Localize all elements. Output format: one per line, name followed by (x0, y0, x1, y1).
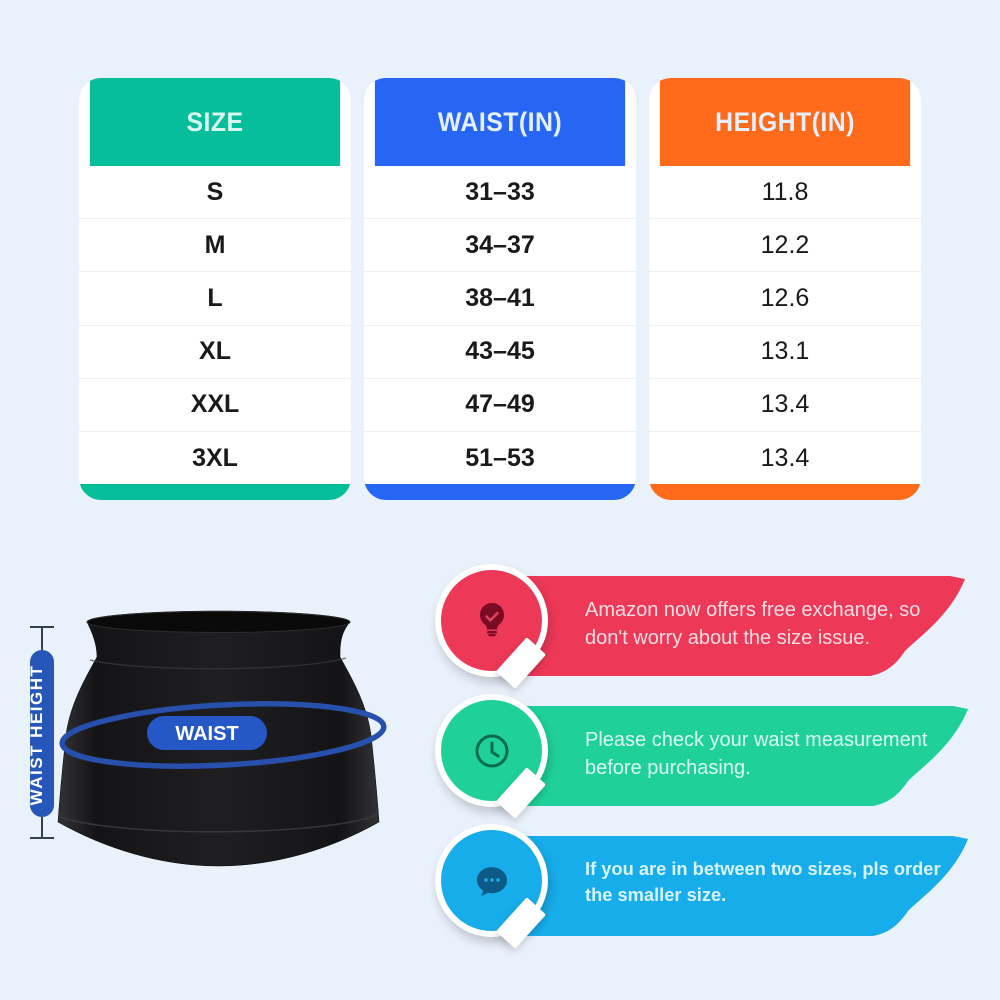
svg-text:WAIST HEIGHT: WAIST HEIGHT (27, 665, 46, 806)
svg-text:WAIST: WAIST (175, 723, 238, 745)
